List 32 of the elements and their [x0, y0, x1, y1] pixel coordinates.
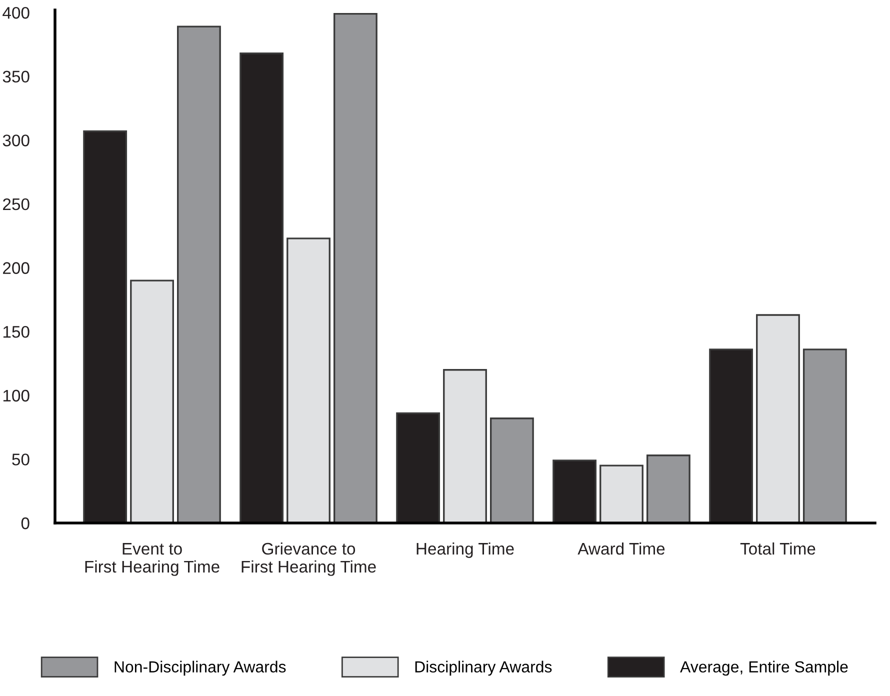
bar: [490, 418, 534, 523]
x-tick-label: Event to First Hearing Time: [85, 543, 220, 576]
legend-label: Average, Entire Sample: [680, 660, 848, 676]
legend-label: Non-Disciplinary Awards: [114, 660, 286, 676]
bar: [443, 369, 487, 523]
y-tick-label: 50: [12, 454, 30, 466]
bar: [756, 314, 800, 523]
bar: [552, 460, 597, 523]
legend-label: Disciplinary Awards: [415, 660, 552, 676]
x-tick-label: Grievance to First Hearing Time: [242, 542, 376, 576]
bar: [600, 464, 644, 523]
bar: [286, 238, 330, 523]
x-tick-label: Total Time: [740, 542, 816, 555]
bar: [709, 348, 753, 523]
y-tick-label: 400: [2, 6, 30, 19]
x-tick-label: Award Time: [578, 542, 665, 555]
y-tick-label: 150: [3, 326, 30, 338]
bar: [333, 12, 378, 523]
x-tick-label: Hearing Time: [416, 542, 514, 558]
bar: [646, 454, 690, 523]
y-tick-label: 300: [2, 134, 30, 146]
y-tick-label: 250: [3, 198, 30, 210]
bar: [240, 52, 284, 523]
y-tick-label: 200: [3, 262, 30, 274]
bar: [802, 348, 847, 523]
bar: [396, 412, 440, 523]
bar: [83, 130, 128, 523]
y-tick-label: 0: [21, 517, 30, 530]
y-tick-label: 350: [2, 70, 30, 83]
bar: [130, 280, 174, 523]
y-tick-label: 100: [3, 390, 30, 402]
bar: [177, 26, 221, 523]
